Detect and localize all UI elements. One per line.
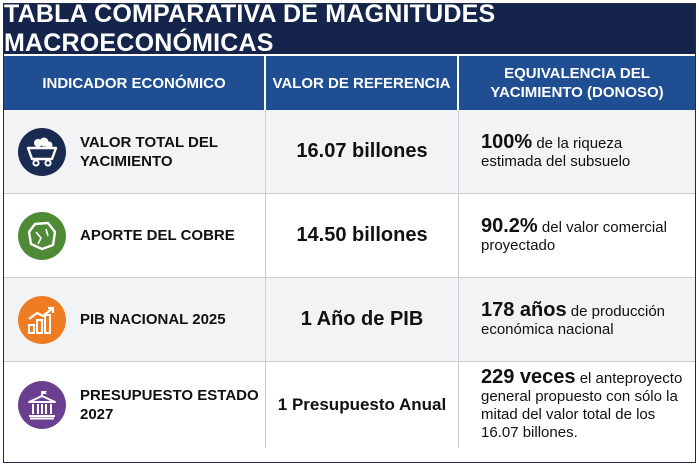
table-row: PRESUPUESTO ESTADO 2027 1 Presupuesto An… — [4, 362, 695, 448]
reference-value: 16.07 billones — [296, 140, 428, 162]
reference-value: 14.50 billones — [296, 224, 428, 246]
equivalence-highlight: 178 años — [481, 298, 567, 321]
table-body: VALOR TOTAL DEL YACIMIENTO 16.07 billone… — [4, 110, 695, 448]
table-row: VALOR TOTAL DEL YACIMIENTO 16.07 billone… — [4, 110, 695, 194]
government-building-icon — [18, 381, 66, 429]
equivalence-cell: 90.2% del valor comercial proyectado — [459, 194, 695, 277]
reference-value: 1 Presupuesto Anual — [277, 395, 447, 414]
reference-cell: 1 Presupuesto Anual — [266, 362, 459, 448]
header-row: INDICADOR ECONÓMICO VALOR DE REFERENCIA … — [4, 54, 695, 110]
header-reference: VALOR DE REFERENCIA — [266, 56, 459, 110]
equivalence-text: 100% de la riqueza estimada del subsuelo — [459, 130, 695, 171]
header-equivalence: EQUIVALENCIA DEL YACIMIENTO (DONOSO) — [490, 65, 664, 101]
equivalence-cell: 100% de la riqueza estimada del subsuelo — [459, 110, 695, 193]
table-row: APORTE DEL COBRE 14.50 billones 90.2% de… — [4, 194, 695, 278]
table-title: TABLA COMPARATIVA DE MAGNITUDES MACROECO… — [4, 0, 695, 57]
equivalence-description: el anteproyecto general propuesto con só… — [481, 370, 683, 441]
copper-nugget-icon — [18, 211, 66, 260]
indicator-label: VALOR TOTAL DEL YACIMIENTO — [80, 133, 218, 170]
equivalence-cell: 229 veces el anteproyecto general propue… — [459, 362, 695, 448]
indicator-cell: APORTE DEL COBRE — [4, 194, 266, 277]
indicator-label: PIB NACIONAL 2025 — [80, 311, 226, 328]
equivalence-highlight: 100% — [481, 130, 533, 153]
indicator-label: APORTE DEL COBRE — [80, 227, 235, 244]
reference-cell: 16.07 billones — [266, 110, 459, 193]
equivalence-description: de la riqueza estimada del subsuelo — [481, 134, 631, 170]
equivalence-text: 178 años de producción económica naciona… — [459, 298, 695, 339]
equivalence-highlight: 90.2% — [481, 214, 538, 237]
header-indicator: INDICADOR ECONÓMICO — [4, 56, 266, 110]
reference-cell: 14.50 billones — [266, 194, 459, 277]
indicator-cell: VALOR TOTAL DEL YACIMIENTO — [4, 110, 266, 193]
equivalence-description: de producción económica nacional — [481, 302, 666, 338]
equivalence-text: 90.2% del valor comercial proyectado — [459, 214, 695, 255]
growth-chart-icon — [18, 295, 66, 344]
equivalence-description: del valor comercial proyectado — [481, 218, 667, 254]
equivalence-highlight: 229 veces — [481, 366, 576, 388]
table-row: PIB NACIONAL 2025 1 Año de PIB 178 años … — [4, 278, 695, 362]
equivalence-cell: 178 años de producción económica naciona… — [459, 278, 695, 361]
indicator-cell: PIB NACIONAL 2025 — [4, 278, 266, 361]
indicator-label: PRESUPUESTO ESTADO 2027 — [80, 387, 259, 423]
indicator-cell: PRESUPUESTO ESTADO 2027 — [4, 362, 266, 448]
reference-value: 1 Año de PIB — [300, 308, 424, 330]
mining-cart-icon — [18, 127, 66, 176]
comparison-table: TABLA COMPARATIVA DE MAGNITUDES MACROECO… — [3, 0, 696, 463]
reference-cell: 1 Año de PIB — [266, 278, 459, 361]
equivalence-text: 229 veces el anteproyecto general propue… — [459, 366, 695, 442]
